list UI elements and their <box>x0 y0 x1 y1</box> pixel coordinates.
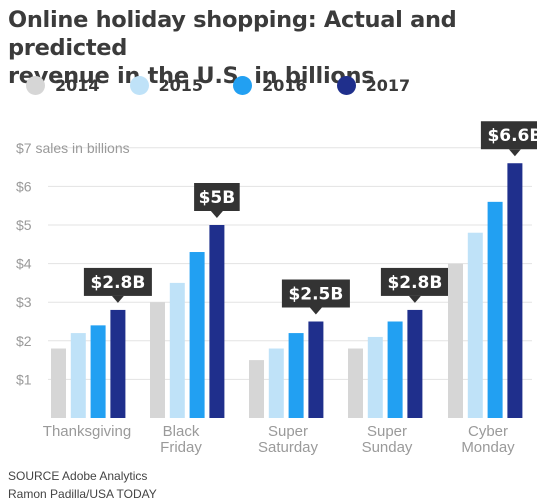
bar <box>150 302 165 418</box>
y-tick-label: $3 <box>16 294 32 310</box>
legend-swatch-2015 <box>129 76 149 95</box>
bar <box>367 336 383 418</box>
legend-label-2016: 2016 <box>262 76 307 95</box>
legend-swatch-2017 <box>336 76 356 95</box>
callout-pointer <box>210 211 223 218</box>
bar <box>90 325 106 418</box>
bar <box>487 201 503 418</box>
legend-item-2014: 2014 <box>26 76 100 95</box>
x-tick-label: Friday <box>160 439 202 456</box>
y-tick-label: $5 <box>16 217 32 233</box>
x-tick-label: Saturday <box>258 439 319 456</box>
callout-pointer <box>309 307 322 315</box>
footer-source: SOURCE Adobe Analytics <box>8 469 148 483</box>
y-axis-title: $7 sales in billions <box>16 140 130 156</box>
bar <box>467 232 483 418</box>
x-tick-label: Black <box>163 423 200 440</box>
y-tick-label: $4 <box>16 256 32 272</box>
bar <box>288 333 304 418</box>
y-tick-label: $2 <box>16 333 32 349</box>
chart-title-line-1: Online holiday shopping: Actual and pred… <box>8 7 457 61</box>
callout-pointer <box>111 295 124 303</box>
callout-box <box>194 183 240 211</box>
x-tick-label: Cyber <box>468 423 508 440</box>
data-label: $2.8B <box>90 273 145 293</box>
bar <box>209 225 225 418</box>
legend-item-2015: 2015 <box>129 76 204 95</box>
bar <box>268 348 284 418</box>
callout-box <box>480 121 537 150</box>
bar <box>448 263 463 418</box>
bar-chart: $7 sales in billions $1 $2 $3 $4 $5 $6 Thanksgi… <box>16 121 537 456</box>
bar <box>407 309 423 418</box>
data-label: $5B <box>199 188 236 208</box>
callout-box <box>380 267 449 296</box>
bar <box>70 333 86 418</box>
bar <box>308 321 324 418</box>
bar <box>249 360 264 418</box>
data-label: $2.5B <box>288 285 343 305</box>
legend-item-2016: 2016 <box>233 76 307 95</box>
chart-title-line-2: revenue in the U.S. in billions <box>8 63 375 89</box>
bar <box>507 163 523 418</box>
bar <box>348 348 363 418</box>
data-label: $6.6B <box>487 126 537 146</box>
x-tick-label: Super <box>367 423 407 440</box>
legend-item-2017: 2017 <box>336 76 411 95</box>
legend-swatch-2014 <box>26 76 45 95</box>
data-label: $2.8B <box>387 273 442 293</box>
bar <box>169 282 185 418</box>
callout-pointer <box>408 295 421 303</box>
callout-box <box>83 267 152 296</box>
y-tick-label: $6 <box>16 178 32 194</box>
bar <box>110 309 126 418</box>
bar <box>189 252 205 418</box>
legend-label-2017: 2017 <box>365 76 411 95</box>
x-tick-label: Thanksgiving <box>43 423 131 440</box>
legend-label-2015: 2015 <box>158 76 204 95</box>
callout-box <box>281 279 350 308</box>
legend-label-2014: 2014 <box>55 76 100 95</box>
chart-title: Online holiday shopping: Actual and pred… <box>8 6 533 90</box>
footer-credit: Ramon Padilla/USA TODAY <box>8 487 157 501</box>
x-tick-label: Super <box>268 423 308 440</box>
x-tick-label: Sunday <box>362 439 413 456</box>
callout-pointer <box>508 149 521 157</box>
y-tick-label: $1 <box>16 371 32 387</box>
bar <box>387 321 403 418</box>
bar <box>51 348 66 418</box>
chart-legend: 2014 2015 2016 2017 <box>26 76 440 95</box>
legend-swatch-2016 <box>233 76 253 95</box>
x-tick-label: Monday <box>461 439 515 456</box>
